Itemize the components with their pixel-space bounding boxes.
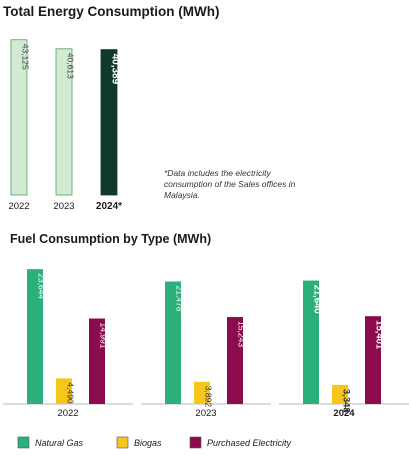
legend-swatch-natural-gas [17,436,30,449]
total-energy-value-label-2022: 43,125 [21,44,31,70]
fuel-value-label-purchased-electricity-2023: 15,243 [237,321,247,347]
fuel-value-label-biogas-2024: 3,348 [341,389,352,413]
fuel-bar-biogas-2023 [194,381,210,404]
legend-item-natural-gas: Natural Gas [17,436,84,449]
legend-item-biogas: Biogas [116,436,162,449]
fuel-bar-purchased-electricity-2024 [365,316,381,404]
legend-swatch-biogas [116,436,129,449]
legend-swatch-purchased-electricity [189,436,202,449]
total-energy-value-label-2023: 40,613 [66,53,76,79]
fuel-value-label-purchased-electricity-2024: 15,401 [374,320,385,350]
legend-label-natural-gas: Natural Gas [35,438,84,448]
total-energy-bar-2024 [100,49,118,196]
footnote: *Data includes the electricity consumptio… [164,168,296,200]
fuel-value-label-natural-gas-2022: 23,644 [37,273,47,299]
fuel-bar-natural-gas-2023 [165,281,181,404]
fuel-value-label-biogas-2022: 4,490 [66,382,76,404]
legend: Natural Gas Biogas Purchased Electricity [17,436,292,449]
fuel-group-2024: 21,640 3,348 15,401 2024 [279,280,409,419]
total-energy-category-label-2022: 2022 [8,201,29,212]
fuel-value-label-natural-gas-2024: 21,640 [312,285,323,314]
legend-item-purchased-electricity: Purchased Electricity [189,436,292,449]
fuel-consumption-chart: Fuel Consumption by Type (MWh) 23,644 4,4… [3,232,409,449]
fuel-bar-natural-gas-2022 [27,269,43,404]
fuel-bar-biogas-2022 [56,378,72,404]
fuel-value-label-biogas-2023: 3,892 [204,386,214,408]
fuel-category-label-2023: 2023 [195,408,216,419]
total-energy-bar-2023 [55,48,73,196]
total-energy-bar-2022 [10,39,28,196]
fuel-consumption-chart-title: Fuel Consumption by Type (MWh) [10,232,211,246]
fuel-bar-purchased-electricity-2023 [227,317,243,404]
fuel-value-label-natural-gas-2023: 21,478 [175,285,185,311]
total-energy-chart-title: Total Energy Consumption (MWh) [3,4,219,19]
total-energy-category-label-2024: 2024* [96,201,122,212]
fuel-group-2023: 21,478 3,892 15,243 2023 [141,281,271,419]
fuel-category-label-2022: 2022 [57,408,78,419]
legend-label-purchased-electricity: Purchased Electricity [207,438,292,448]
fuel-group-2022: 23,644 4,490 14,991 2022 [3,269,133,419]
fuel-bar-purchased-electricity-2022 [89,318,105,404]
total-energy-value-label-2024: 40,389 [110,54,121,85]
legend-label-biogas: Biogas [134,438,162,448]
total-energy-category-label-2023: 2023 [53,201,74,212]
fuel-value-label-purchased-electricity-2022: 14,991 [99,322,109,348]
fuel-bar-biogas-2024 [332,384,348,404]
fuel-category-label-2024: 2024 [333,408,355,419]
total-energy-chart: Total Energy Consumption (MWh) 43,125 202… [3,4,296,212]
fuel-bar-natural-gas-2024 [303,280,319,404]
